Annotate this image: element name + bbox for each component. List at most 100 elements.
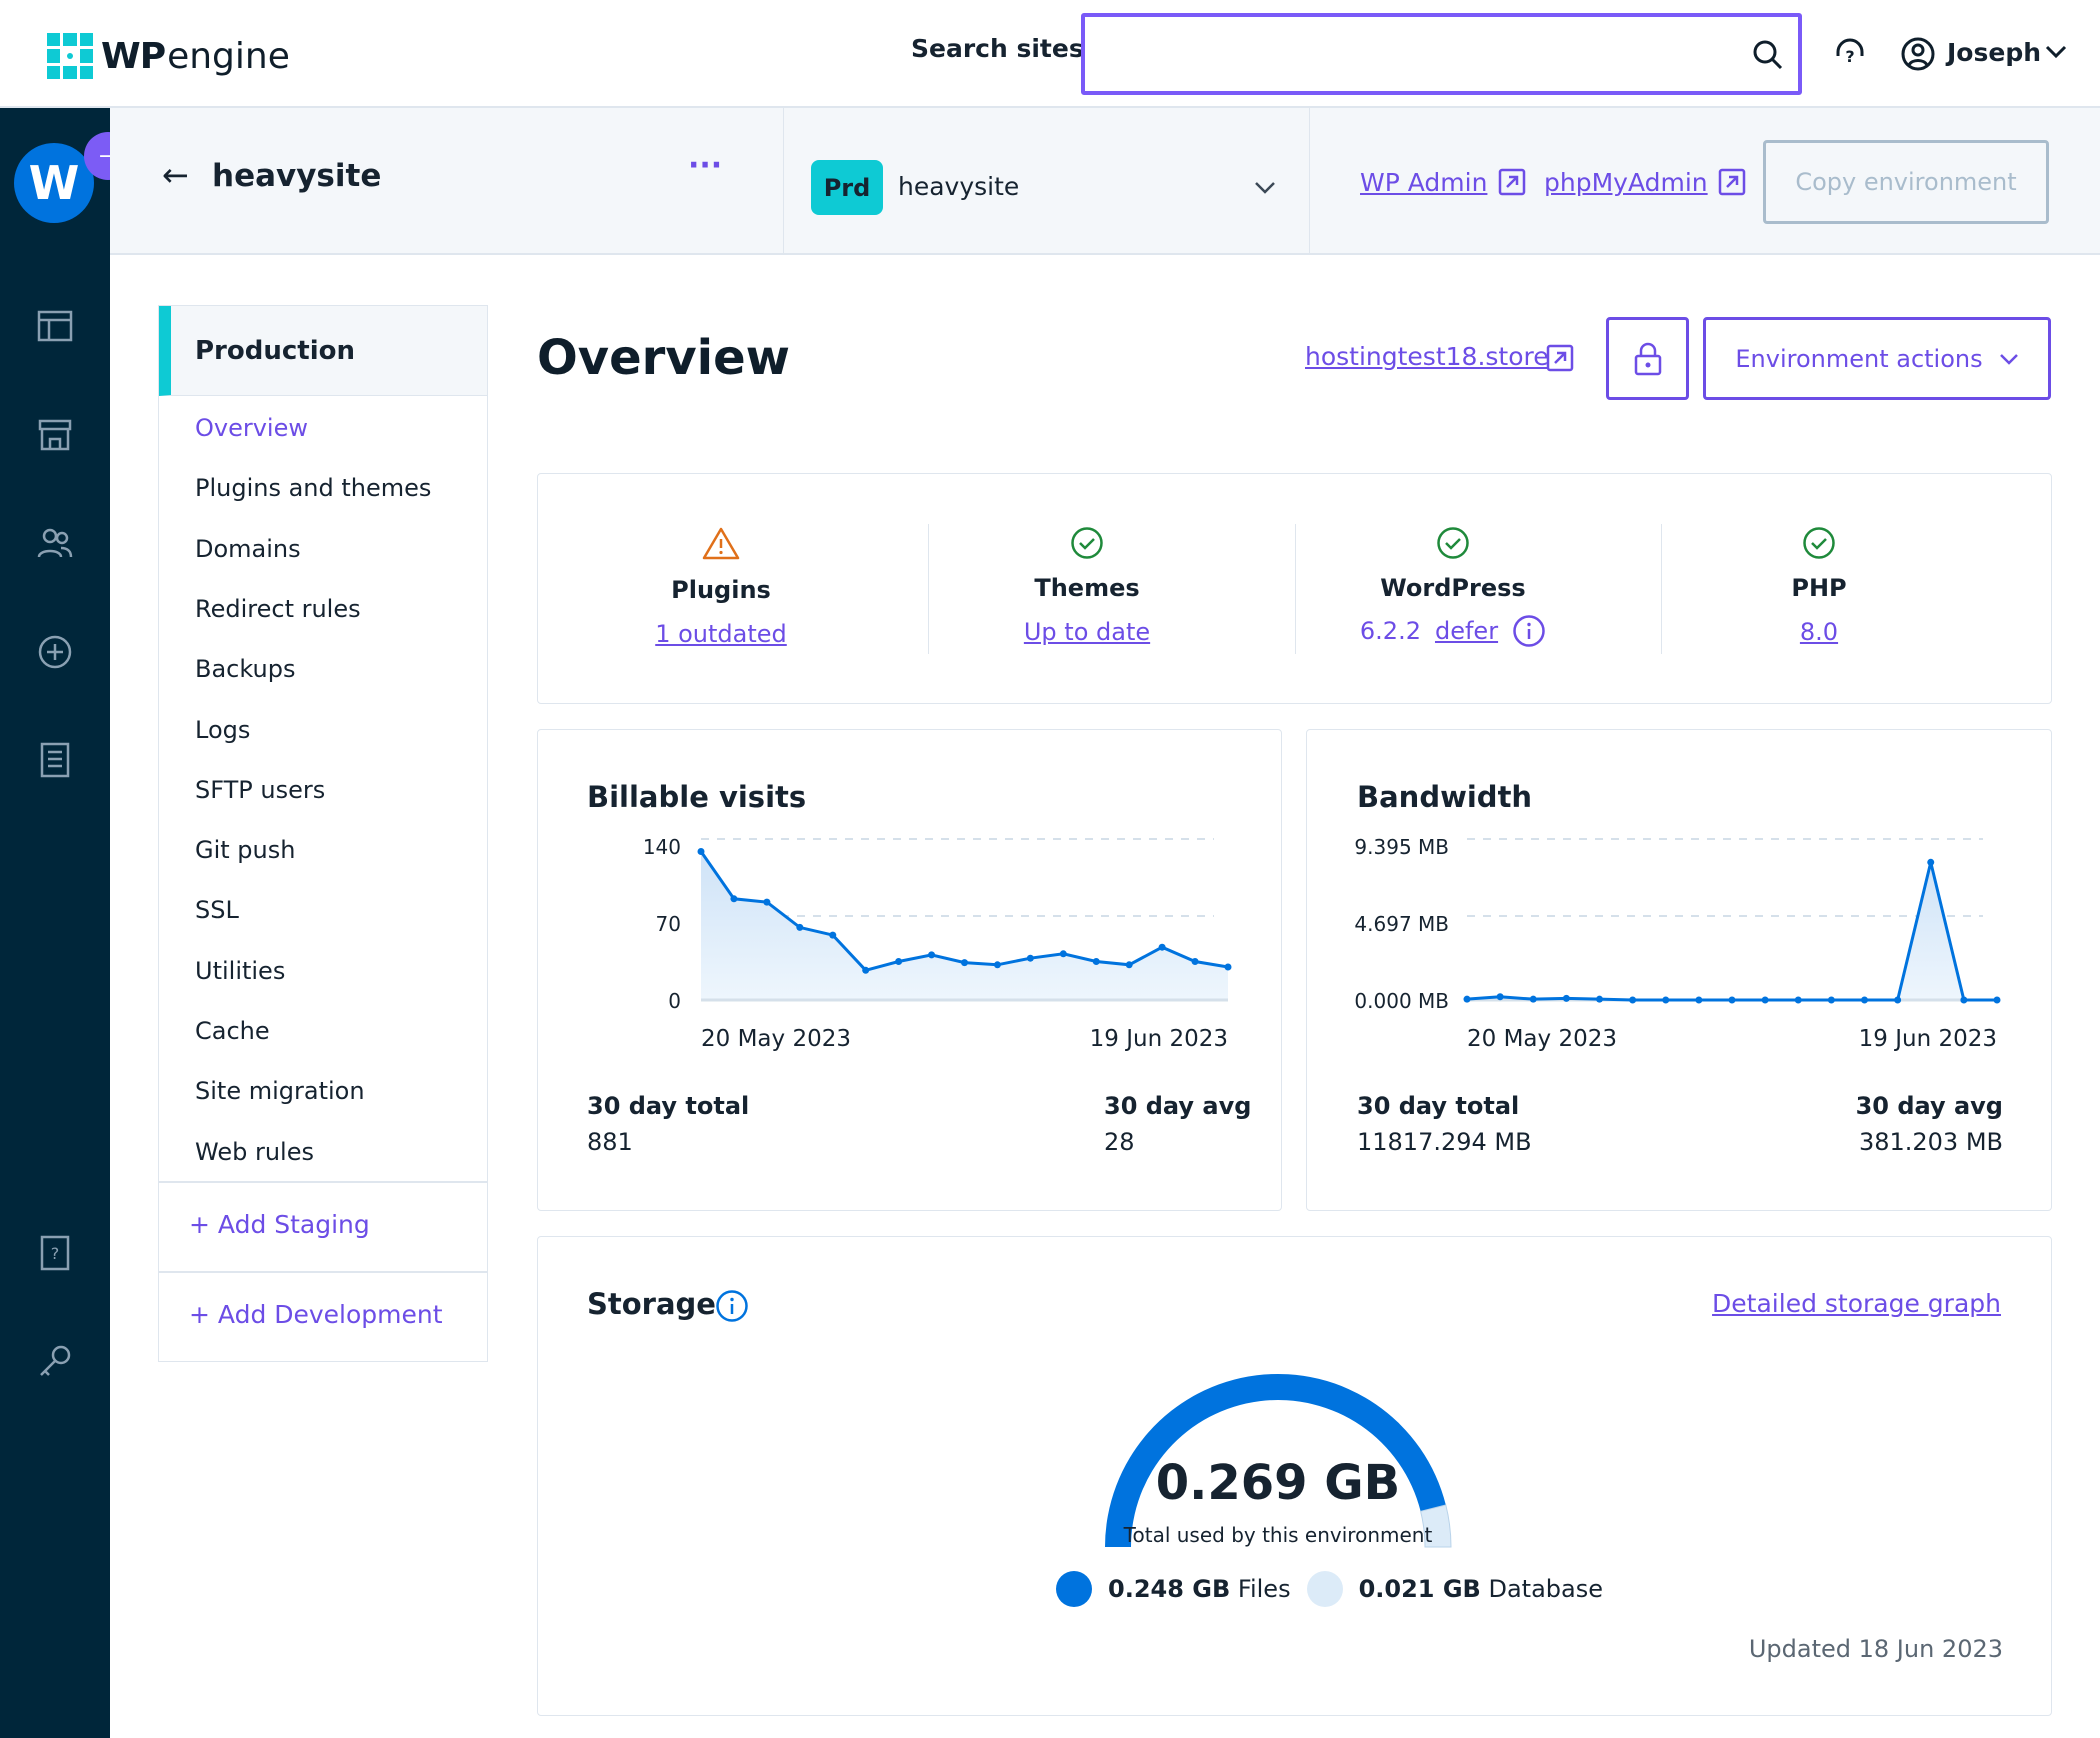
- info-icon[interactable]: [1512, 614, 1546, 648]
- bandwidth-card: Bandwidth 9.395 MB 4.697 MB 0.000 MB 20 May…: [1306, 729, 2052, 1211]
- add-circle-icon[interactable]: [37, 634, 73, 670]
- files-label: Files: [1237, 1575, 1291, 1603]
- total-value: 881: [587, 1128, 633, 1156]
- nav-item[interactable]: Redirect rules: [195, 594, 361, 623]
- themes-status-link[interactable]: Up to date: [1023, 618, 1151, 646]
- phpmyadmin-link[interactable]: phpMyAdmin: [1544, 168, 1708, 197]
- wpengine-logo[interactable]: WP engine: [47, 33, 290, 79]
- storage-gauge: [1105, 1374, 1452, 1548]
- check-circle-icon: [1803, 527, 1835, 559]
- search-icon[interactable]: [1752, 39, 1784, 71]
- data-point: [763, 898, 771, 906]
- database-label: Database: [1488, 1575, 1603, 1603]
- lock-button[interactable]: [1606, 317, 1689, 400]
- logo-text-bold: WP: [101, 35, 166, 77]
- nav-item[interactable]: Cache: [195, 1017, 270, 1045]
- nav-item[interactable]: Git push: [195, 836, 296, 865]
- data-point: [1728, 996, 1736, 1004]
- data-point: [1092, 958, 1100, 965]
- environment-actions-button[interactable]: Environment actions: [1703, 317, 2051, 400]
- files-value: 0.248 GB: [1108, 1575, 1231, 1603]
- status-plugins: Plugins 1 outdated: [538, 474, 904, 705]
- env-selector[interactable]: heavysite: [898, 172, 1020, 201]
- area-fill: [701, 851, 1228, 1000]
- nav-item[interactable]: Web rules: [195, 1137, 314, 1166]
- help-icon[interactable]: ?: [1832, 36, 1868, 72]
- wp-admin-link[interactable]: WP Admin: [1360, 168, 1488, 197]
- svg-text:?: ?: [51, 1244, 60, 1263]
- divider: [783, 108, 784, 255]
- bandwidth-chart: 9.395 MB 4.697 MB 0.000 MB 20 May 2023 19 Ju…: [1354, 835, 2001, 1052]
- data-point: [730, 895, 738, 903]
- avg-label: 30 day avg: [1104, 1092, 1252, 1120]
- warning-icon: [702, 527, 740, 560]
- environment-nav: Production Overview Plugins and themes Dom…: [158, 305, 488, 1362]
- users-icon[interactable]: [37, 526, 73, 560]
- store-icon[interactable]: [37, 418, 73, 452]
- status-label: WordPress: [1380, 574, 1526, 602]
- nav-item[interactable]: Overview: [195, 414, 308, 442]
- user-avatar-icon[interactable]: [1900, 36, 1936, 72]
- chevron-down-icon: [1999, 353, 2018, 365]
- chevron-down-icon[interactable]: [2045, 44, 2067, 60]
- data-point: [1158, 943, 1166, 951]
- copy-environment-button[interactable]: Copy environment: [1763, 140, 2049, 224]
- nav-item[interactable]: Utilities: [195, 956, 286, 985]
- billable-visits-chart: 140 70 0 20 May 2023 19 Jun 2023: [643, 835, 1232, 1052]
- nav-item[interactable]: Logs: [195, 715, 251, 744]
- add-development-button[interactable]: + Add Development: [189, 1300, 443, 1329]
- left-sidebar: W → ?: [0, 108, 132, 1738]
- y-tick-label: 9.395 MB: [1354, 835, 1449, 859]
- site-header: ← heavysite ··· Prd heavysite WP Admin p…: [110, 108, 2100, 255]
- nav-item[interactable]: SFTP users: [195, 775, 326, 804]
- status-wordpress: WordPress 6.2.2 defer: [1270, 474, 1636, 705]
- search-box[interactable]: [1081, 13, 1802, 95]
- plugins-outdated-link[interactable]: 1 outdated: [655, 620, 787, 648]
- data-point: [1529, 995, 1537, 1003]
- billable-visits-card: Billable visits 140 70 0 20 May 2023 19 Jun …: [537, 729, 1282, 1211]
- key-icon[interactable]: [37, 1343, 73, 1379]
- nav-item[interactable]: Plugins and themes: [195, 474, 432, 503]
- search-input[interactable]: [1097, 17, 1717, 87]
- database-value: 0.021 GB: [1358, 1575, 1481, 1603]
- wordpress-defer-link[interactable]: defer: [1434, 617, 1499, 645]
- nav-item[interactable]: Domains: [195, 534, 301, 563]
- receipt-icon[interactable]: [39, 742, 71, 778]
- domain-link[interactable]: hostingtest18.store: [1305, 342, 1549, 371]
- layout-icon[interactable]: [37, 310, 73, 342]
- divider: [1295, 524, 1296, 654]
- more-options-icon[interactable]: ···: [688, 148, 723, 183]
- logo-text: engine: [167, 35, 290, 77]
- area-fill: [1467, 862, 1997, 1000]
- total-label: 30 day total: [1357, 1092, 1520, 1120]
- detailed-storage-graph-link[interactable]: Detailed storage graph: [1712, 1289, 2001, 1318]
- user-name[interactable]: Joseph: [1947, 38, 2042, 67]
- nav-item[interactable]: Backups: [195, 655, 296, 684]
- data-point: [1125, 961, 1133, 969]
- status-label: PHP: [1791, 574, 1847, 602]
- account-avatar[interactable]: W: [14, 143, 94, 223]
- data-point: [1496, 993, 1504, 1001]
- nav-item[interactable]: Site migration: [195, 1077, 365, 1106]
- status-label: Plugins: [671, 576, 771, 604]
- status-card: Plugins 1 outdated Themes Up to date Wor…: [537, 473, 2052, 704]
- data-point: [1562, 994, 1570, 1002]
- data-point: [1861, 996, 1868, 1004]
- chevron-down-icon[interactable]: [1254, 180, 1276, 196]
- back-arrow-icon[interactable]: ←: [162, 156, 189, 194]
- php-version-link[interactable]: 8.0: [1799, 618, 1839, 646]
- info-icon[interactable]: [715, 1289, 749, 1323]
- nav-section-label: Production: [195, 336, 355, 366]
- chart-title: Billable visits: [587, 780, 807, 814]
- data-point: [796, 923, 804, 931]
- external-link-icon: [1498, 168, 1526, 196]
- nav-item[interactable]: SSL: [195, 896, 239, 925]
- data-point: [1695, 996, 1703, 1004]
- data-point: [1191, 958, 1199, 965]
- x-tick-label: 20 May 2023: [1467, 1026, 1617, 1052]
- help-book-icon[interactable]: ?: [39, 1235, 71, 1271]
- data-point: [993, 961, 1001, 969]
- nav-section-production[interactable]: Production: [159, 306, 487, 396]
- divider: [928, 524, 929, 654]
- add-staging-button[interactable]: + Add Staging: [189, 1210, 370, 1239]
